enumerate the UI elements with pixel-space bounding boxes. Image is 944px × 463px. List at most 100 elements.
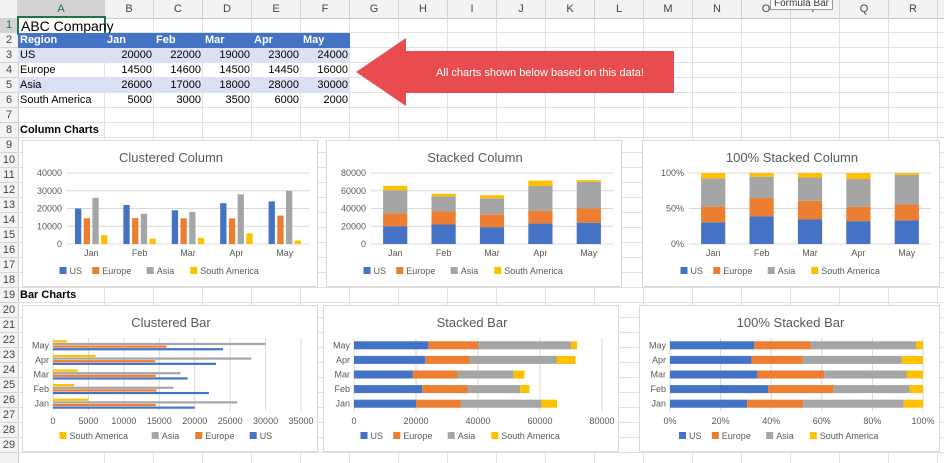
column-header-n[interactable]: N (693, 0, 742, 18)
row-header-21[interactable]: 21 (0, 318, 18, 333)
select-all-corner[interactable] (0, 0, 18, 18)
bar-south-america (197, 237, 205, 244)
table-header-cell[interactable]: Mar (203, 33, 252, 48)
table-value-cell[interactable]: 14500 (219, 64, 250, 76)
row-header-5[interactable]: 5 (0, 78, 18, 93)
y-tick-label: Jan (34, 399, 49, 409)
legend-swatch (360, 432, 368, 439)
table-value-cell[interactable]: 19000 (203, 48, 252, 63)
table-header-cell[interactable]: Feb (154, 33, 203, 48)
bar-south-america (846, 173, 871, 179)
row-header-14[interactable]: 14 (0, 213, 18, 228)
column-header-l[interactable]: L (595, 0, 644, 18)
row-header-24[interactable]: 24 (0, 363, 18, 378)
table-value-cell[interactable]: 16000 (317, 64, 348, 76)
table-region-cell[interactable]: Europe (20, 64, 56, 76)
bar-us (797, 219, 823, 244)
table-value-cell[interactable]: 14600 (170, 64, 201, 76)
column-header-d[interactable]: D (203, 0, 252, 18)
row-header-17[interactable]: 17 (0, 258, 18, 273)
row-header-2[interactable]: 2 (0, 33, 18, 48)
column-header-i[interactable]: I (448, 0, 497, 18)
chart-100-stacked-bar[interactable]: 100% Stacked Bar 0% 20% 40% 60% 80% 100% Jan Feb… (639, 305, 940, 452)
table-header-cell[interactable]: Region (18, 33, 105, 48)
row-header-28[interactable]: 28 (0, 423, 18, 438)
row-header-29[interactable]: 29 (0, 438, 18, 453)
table-region-cell[interactable]: Asia (18, 78, 105, 93)
column-header-g[interactable]: G (350, 0, 399, 18)
table-value-cell[interactable]: 2000 (323, 94, 348, 106)
column-header-b[interactable]: B (105, 0, 154, 18)
chart-clustered-column[interactable]: Clustered Column 0 10000 20000 30000 40000 Jan… (22, 140, 318, 287)
column-header-h[interactable]: H (399, 0, 448, 18)
table-value-cell[interactable]: 23000 (252, 48, 301, 63)
table-value-cell[interactable]: 3000 (176, 94, 201, 106)
chart-stacked-column[interactable]: Stacked Column 0 20000 40000 60000 80000 Jan Fe… (326, 140, 622, 287)
table-value-cell[interactable]: 18000 (203, 78, 252, 93)
bar-us (670, 385, 769, 394)
column-header-k[interactable]: K (546, 0, 595, 18)
row-header-13[interactable]: 13 (0, 198, 18, 213)
table-value-cell[interactable]: 6000 (274, 94, 299, 106)
column-header-f[interactable]: F (301, 0, 350, 18)
table-region-cell[interactable]: South America (20, 94, 92, 106)
table-value-cell[interactable]: 26000 (105, 78, 154, 93)
chart-100-stacked-column[interactable]: 100% Stacked Column 0% 50% 100% Jan Feb Mar Apr… (642, 140, 940, 287)
column-header-q[interactable]: Q (840, 0, 889, 18)
table-value-cell[interactable]: 14450 (268, 64, 299, 76)
grid-row-line (18, 32, 944, 33)
table-value-cell[interactable]: 22000 (154, 48, 203, 63)
section-label-bar-charts[interactable]: Bar Charts (20, 289, 77, 301)
bar-south-america (903, 399, 923, 408)
sheet-title-cell[interactable]: ABC Company (17, 16, 114, 35)
row-header-15[interactable]: 15 (0, 228, 18, 243)
row-header-23[interactable]: 23 (0, 348, 18, 363)
table-value-cell[interactable]: 3500 (225, 94, 250, 106)
table-value-cell[interactable]: 24000 (301, 48, 350, 63)
row-header-25[interactable]: 25 (0, 378, 18, 393)
column-header-e[interactable]: E (252, 0, 301, 18)
table-value-cell[interactable]: 20000 (105, 48, 154, 63)
row-header-20[interactable]: 20 (0, 303, 18, 318)
table-value-cell[interactable]: 14500 (121, 64, 152, 76)
column-header-m[interactable]: M (644, 0, 693, 18)
row-header-10[interactable]: 10 (0, 153, 18, 168)
column-header-r[interactable]: R (889, 0, 938, 18)
bar-asia (457, 370, 514, 379)
table-value-cell[interactable]: 5000 (127, 94, 152, 106)
row-header-9[interactable]: 9 (0, 138, 18, 153)
table-value-cell[interactable]: 28000 (252, 78, 301, 93)
bar-south-america (294, 240, 302, 244)
row-header-11[interactable]: 11 (0, 168, 18, 183)
row-header-1[interactable]: 1 (0, 18, 18, 33)
row-header-18[interactable]: 18 (0, 273, 18, 288)
row-header-19[interactable]: 19 (0, 288, 18, 303)
table-header-cell[interactable]: Jan (105, 33, 154, 48)
section-label-column-charts[interactable]: Column Charts (20, 124, 99, 136)
row-header-12[interactable]: 12 (0, 183, 18, 198)
row-header-22[interactable]: 22 (0, 333, 18, 348)
row-header-4[interactable]: 4 (0, 63, 18, 78)
row-header-26[interactable]: 26 (0, 393, 18, 408)
table-region-cell[interactable]: US (18, 48, 105, 63)
table-header-cell[interactable]: Apr (252, 33, 301, 48)
table-value-cell[interactable]: 30000 (301, 78, 350, 93)
bar-asia (470, 355, 557, 364)
bar-europe (757, 370, 825, 379)
row-header-6[interactable]: 6 (0, 93, 18, 108)
legend-label: US (371, 431, 384, 441)
row-header-7[interactable]: 7 (0, 108, 18, 123)
bar-south-america (383, 185, 408, 191)
table-value-cell[interactable]: 17000 (154, 78, 203, 93)
chart-clustered-bar[interactable]: Clustered Bar 0 5000 10000 15000 20000 25000 30… (22, 305, 318, 452)
row-header-27[interactable]: 27 (0, 408, 18, 423)
row-header-3[interactable]: 3 (0, 48, 18, 63)
row-header-8[interactable]: 8 (0, 123, 18, 138)
x-tick-label: 40000 (465, 416, 490, 426)
chart-stacked-bar[interactable]: Stacked Bar 0 20000 40000 60000 80000 Jan Feb Ma… (323, 305, 619, 452)
column-header-c[interactable]: C (154, 0, 203, 18)
legend-swatch (494, 267, 502, 274)
column-header-j[interactable]: J (497, 0, 546, 18)
row-header-16[interactable]: 16 (0, 243, 18, 258)
table-header-cell[interactable]: May (301, 33, 350, 48)
